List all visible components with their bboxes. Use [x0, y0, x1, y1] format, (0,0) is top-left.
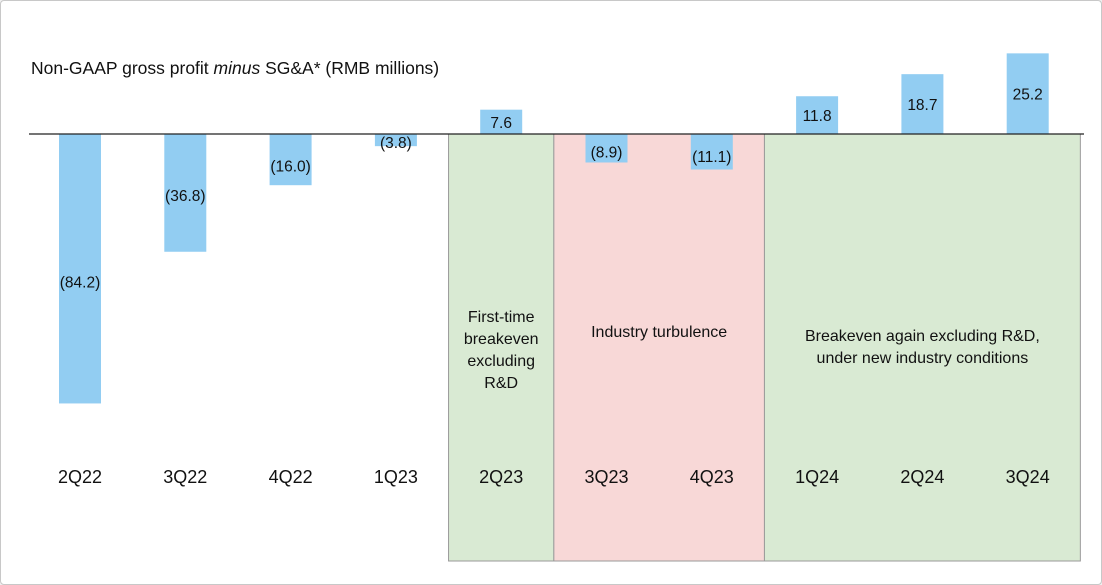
annotation-text-1-4: R&D: [484, 375, 518, 392]
annotation-text-1-1: First-time: [468, 309, 535, 326]
bar-4Q23: [690, 134, 733, 170]
chart-title-suffix: SG&A* (RMB millions): [260, 58, 440, 78]
bar-2Q23: [480, 109, 523, 134]
category-label-1Q23: 1Q23: [374, 467, 418, 487]
bar-3Q22: [164, 134, 207, 252]
data-label-2Q22: (84.2): [60, 275, 101, 292]
bar-1Q23: [374, 134, 417, 147]
bar-4Q22: [269, 134, 312, 186]
bar-2Q22: [59, 134, 101, 404]
chart-title: Non-GAAP gross profit minus SG&A* (RMB m…: [31, 58, 439, 79]
data-label-3Q22: (36.8): [165, 188, 206, 205]
data-label-2Q23: 7.6: [490, 115, 512, 132]
category-label-3Q23: 3Q23: [584, 467, 628, 487]
annotation-text-1-2: breakeven: [464, 331, 539, 348]
annotation-band-3: [763, 133, 1081, 562]
category-label-4Q22: 4Q22: [269, 467, 313, 487]
data-label-3Q23: (8.9): [591, 145, 623, 162]
chart-title-prefix: Non-GAAP gross profit: [31, 58, 214, 78]
bar-2Q24: [901, 74, 944, 134]
category-label-4Q23: 4Q23: [690, 467, 734, 487]
category-label-3Q22: 3Q22: [163, 467, 207, 487]
annotation-text-3-2: under new industry conditions: [817, 350, 1029, 367]
bar-1Q24: [796, 96, 839, 134]
annotation-band-2: [553, 133, 765, 562]
category-label-2Q23: 2Q23: [479, 467, 523, 487]
bar-3Q23: [585, 134, 628, 163]
category-label-1Q24: 1Q24: [795, 467, 839, 487]
bar-3Q24: [1006, 53, 1049, 134]
chart-title-italic: minus: [213, 58, 261, 78]
data-label-2Q24: 18.7: [907, 97, 937, 114]
annotation-text-1-3: excluding: [467, 353, 535, 370]
data-label-4Q22: (16.0): [270, 159, 311, 176]
data-label-1Q23: (3.8): [380, 135, 412, 152]
data-label-3Q24: 25.2: [1013, 87, 1043, 104]
annotation-band-1: [448, 133, 555, 562]
category-label-2Q24: 2Q24: [900, 467, 944, 487]
category-label-2Q22: 2Q22: [58, 467, 102, 487]
annotation-text-3-1: Breakeven again excluding R&D,: [805, 328, 1040, 345]
data-label-1Q24: 11.8: [803, 108, 832, 125]
category-label-3Q24: 3Q24: [1006, 467, 1050, 487]
data-label-4Q23: (11.1): [692, 149, 731, 166]
annotation-text-2-1: Industry turbulence: [591, 324, 727, 341]
